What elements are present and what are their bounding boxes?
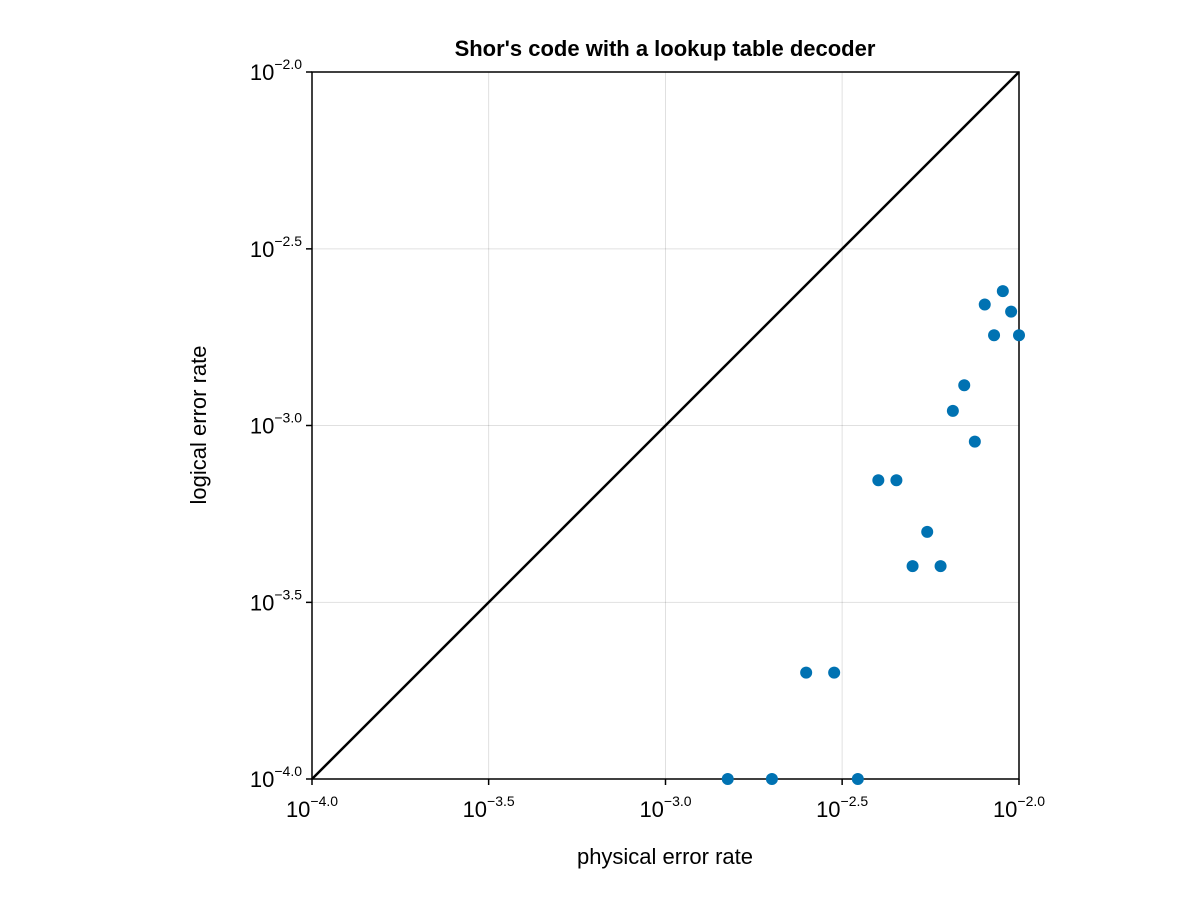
- chart-title: Shor's code with a lookup table decoder: [455, 36, 876, 61]
- reference-line-y-equals-x: [311, 71, 1020, 780]
- data-point: [906, 560, 919, 573]
- data-points: [721, 285, 1025, 785]
- y-tick-label: 10−3.0: [250, 410, 302, 439]
- data-point: [765, 773, 778, 785]
- x-tick-label: 10−3.5: [463, 793, 515, 822]
- x-axis-label: physical error rate: [577, 844, 753, 869]
- y-tick-label: 10−3.5: [250, 586, 302, 615]
- x-tick-label: 10−4.0: [286, 793, 338, 822]
- data-point: [828, 666, 841, 679]
- data-point: [872, 474, 885, 487]
- data-point: [988, 329, 1001, 342]
- data-point: [721, 773, 734, 785]
- y-tick-label: 10−2.5: [250, 233, 302, 262]
- x-tick-label: 10−2.5: [816, 793, 868, 822]
- data-point: [851, 773, 864, 785]
- data-point: [1013, 329, 1025, 342]
- data-point: [921, 525, 934, 538]
- data-point: [934, 560, 947, 573]
- y-tick-label: 10−4.0: [250, 763, 302, 792]
- data-point: [1005, 305, 1018, 318]
- y-axis-label: logical error rate: [186, 346, 211, 505]
- data-point: [978, 298, 991, 311]
- ticks: 10−4.0 10−3.5 10−3.0 10−2.5 10−2.0 10−4.0 10−3…: [250, 56, 1045, 822]
- y-tick-label: 10−2.0: [250, 56, 302, 85]
- data-point: [996, 285, 1009, 298]
- data-point: [946, 404, 959, 417]
- data-point: [890, 474, 903, 487]
- x-tick-label: 10−2.0: [993, 793, 1045, 822]
- x-tick-label: 10−3.0: [639, 793, 691, 822]
- data-point: [958, 379, 971, 392]
- data-point: [800, 666, 813, 679]
- data-point: [968, 435, 981, 448]
